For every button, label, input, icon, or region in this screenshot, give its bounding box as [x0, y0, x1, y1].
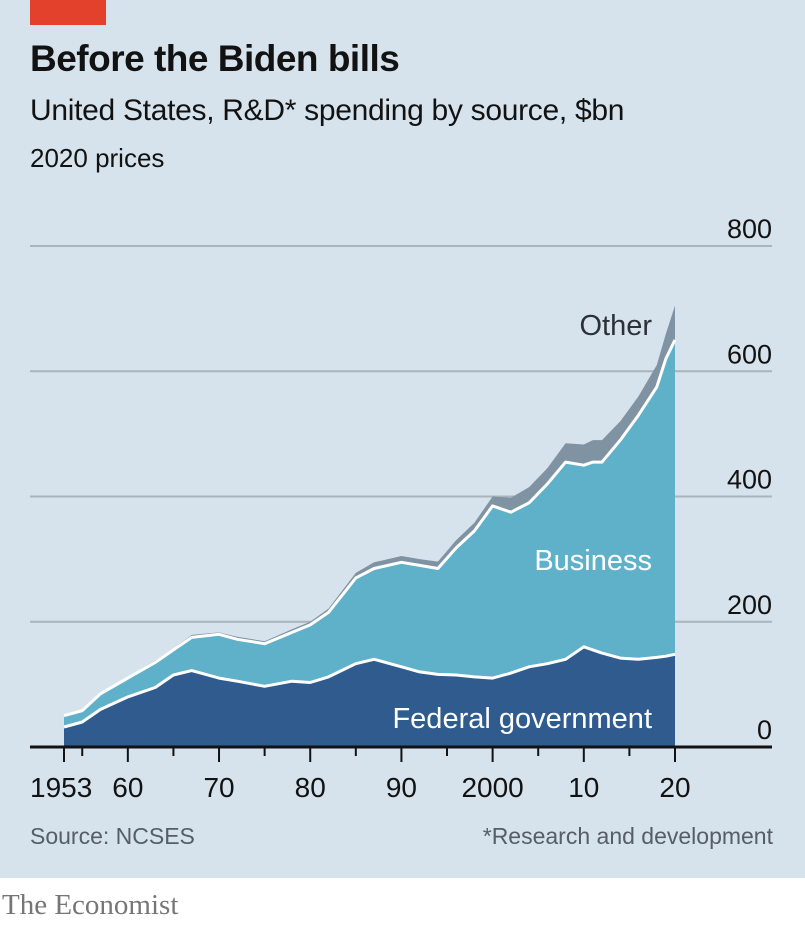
series-label-other: Other: [579, 310, 652, 342]
series-labels: Federal government Business Other: [392, 310, 652, 735]
x-tick-label-2000: 2000: [461, 772, 523, 803]
x-tick-label-1970: 70: [203, 772, 234, 803]
x-tick-label-1953: 1953: [30, 772, 92, 803]
area-business: [64, 339, 675, 727]
area-chart: 0 200 400 600 800 1953 60 70 80 90 2000 10 20 Feder…: [30, 214, 772, 803]
footnote: *Research and development: [482, 823, 773, 849]
x-tick-label-1980: 80: [295, 772, 326, 803]
source-note: Source: NCSES: [30, 823, 195, 849]
stacked-areas: [63, 305, 677, 747]
y-tick-label-600: 600: [727, 339, 772, 369]
series-label-business: Business: [534, 545, 652, 577]
x-tick-label-1990: 90: [386, 772, 417, 803]
x-axis-labels: 1953 60 70 80 90 2000 10 20: [30, 772, 691, 803]
series-edge-area-federal-government: [63, 645, 676, 729]
series-edge-area-business: [63, 339, 677, 718]
chart-title: Before the Biden bills: [30, 38, 400, 79]
x-tick-label-2020: 20: [659, 772, 690, 803]
y-tick-label-200: 200: [727, 590, 772, 620]
brand-logo: The Economist: [2, 889, 179, 921]
accent-tag: [30, 0, 106, 25]
x-tick-label-2010: 10: [568, 772, 599, 803]
area-federal-government: [64, 646, 675, 747]
y-axis-labels: 0 200 400 600 800: [727, 214, 772, 745]
series-label-federal-government: Federal government: [392, 703, 652, 735]
unit-note: 2020 prices: [30, 143, 165, 173]
y-tick-label-400: 400: [727, 465, 772, 495]
x-axis: [30, 745, 772, 762]
x-tick-label-1960: 60: [112, 772, 143, 803]
chart-subtitle: United States, R&D* spending by source, …: [30, 94, 625, 127]
y-tick-label-0: 0: [757, 715, 772, 745]
y-tick-label-800: 800: [727, 214, 772, 244]
